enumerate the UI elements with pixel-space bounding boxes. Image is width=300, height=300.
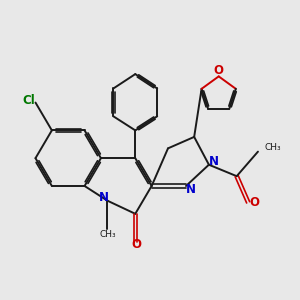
Text: N: N [186, 183, 196, 196]
Text: O: O [249, 196, 259, 209]
Text: N: N [209, 155, 219, 168]
Text: O: O [131, 238, 141, 251]
Text: CH₃: CH₃ [99, 230, 116, 239]
Text: Cl: Cl [22, 94, 35, 107]
Text: O: O [214, 64, 224, 77]
Text: CH₃: CH₃ [265, 143, 281, 152]
Text: N: N [99, 191, 109, 204]
